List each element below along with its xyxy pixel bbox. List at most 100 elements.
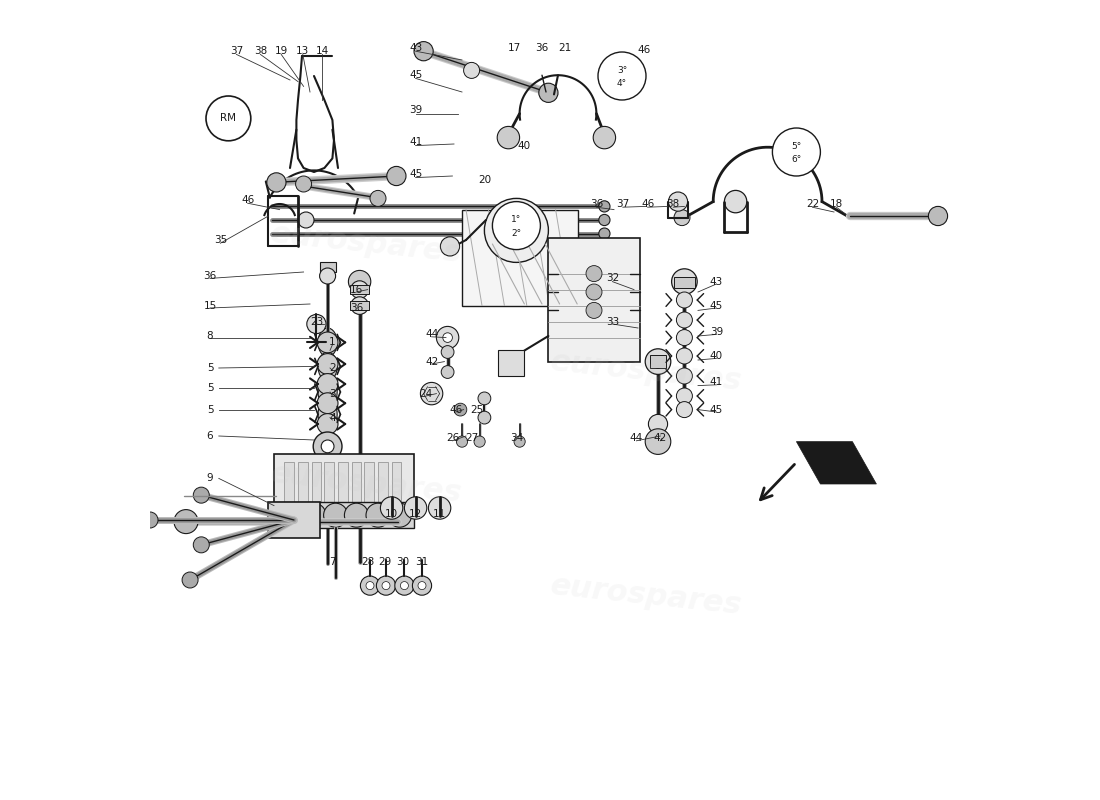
Circle shape xyxy=(598,52,646,100)
Text: 30: 30 xyxy=(396,557,409,566)
Circle shape xyxy=(570,275,583,288)
Text: 23: 23 xyxy=(310,317,323,326)
Circle shape xyxy=(387,503,411,527)
Bar xyxy=(498,350,524,376)
Bar xyxy=(311,462,321,506)
Text: 18: 18 xyxy=(829,199,843,209)
Circle shape xyxy=(676,402,692,418)
Circle shape xyxy=(267,173,286,192)
Circle shape xyxy=(593,126,616,149)
Bar xyxy=(364,462,374,506)
Text: 11: 11 xyxy=(433,509,447,518)
Circle shape xyxy=(280,503,305,527)
Circle shape xyxy=(570,290,583,302)
Circle shape xyxy=(296,176,311,192)
Circle shape xyxy=(493,202,540,250)
Text: 22: 22 xyxy=(806,199,820,209)
Circle shape xyxy=(474,436,485,447)
Bar xyxy=(324,462,334,506)
Bar xyxy=(274,502,414,528)
Text: 42: 42 xyxy=(425,357,438,366)
Circle shape xyxy=(321,440,334,453)
Text: 1: 1 xyxy=(329,338,336,347)
Circle shape xyxy=(570,299,583,312)
Text: 46: 46 xyxy=(638,45,651,54)
Circle shape xyxy=(598,228,611,239)
Text: 36: 36 xyxy=(590,199,603,209)
Circle shape xyxy=(395,576,414,595)
Bar xyxy=(352,462,361,506)
Text: 43: 43 xyxy=(409,43,422,53)
Circle shape xyxy=(437,326,459,349)
Circle shape xyxy=(586,266,602,282)
Circle shape xyxy=(676,312,692,328)
Circle shape xyxy=(387,166,406,186)
Circle shape xyxy=(669,192,688,211)
Text: 29: 29 xyxy=(378,557,392,566)
Circle shape xyxy=(314,432,342,461)
Circle shape xyxy=(463,62,480,78)
Text: 45: 45 xyxy=(710,405,723,414)
Circle shape xyxy=(441,366,454,378)
Text: 7: 7 xyxy=(329,557,336,566)
Circle shape xyxy=(725,190,747,213)
Bar xyxy=(650,355,666,368)
Text: 9: 9 xyxy=(207,474,213,483)
Circle shape xyxy=(646,349,671,374)
Text: 43: 43 xyxy=(710,277,723,286)
Text: 38: 38 xyxy=(667,199,680,209)
Circle shape xyxy=(598,201,611,212)
Text: 3: 3 xyxy=(329,389,336,398)
Bar xyxy=(462,210,578,306)
Circle shape xyxy=(497,126,519,149)
Text: 33: 33 xyxy=(606,317,619,326)
Text: 4°: 4° xyxy=(617,79,627,89)
Text: 21: 21 xyxy=(559,43,572,53)
Circle shape xyxy=(361,576,379,595)
Circle shape xyxy=(676,368,692,384)
Text: 1°: 1° xyxy=(512,215,521,225)
Circle shape xyxy=(376,576,396,595)
Text: 8: 8 xyxy=(207,331,213,341)
Text: 36: 36 xyxy=(350,303,363,313)
Bar xyxy=(320,262,336,272)
Text: 12: 12 xyxy=(409,509,422,518)
Text: 16: 16 xyxy=(350,285,363,294)
Circle shape xyxy=(366,582,374,590)
Bar xyxy=(298,462,308,506)
Circle shape xyxy=(414,42,433,61)
Circle shape xyxy=(142,512,158,528)
Circle shape xyxy=(194,487,209,503)
Circle shape xyxy=(674,210,690,226)
Circle shape xyxy=(298,212,314,228)
Text: 15: 15 xyxy=(204,301,217,310)
Text: 10: 10 xyxy=(385,509,398,518)
Text: 5: 5 xyxy=(207,383,213,393)
Text: 6: 6 xyxy=(207,431,213,441)
Text: 26: 26 xyxy=(446,434,459,443)
Polygon shape xyxy=(318,352,338,381)
Text: 25: 25 xyxy=(470,405,483,414)
Circle shape xyxy=(428,497,451,519)
Circle shape xyxy=(672,269,697,294)
Text: eurospares: eurospares xyxy=(549,347,744,397)
Text: 45: 45 xyxy=(710,301,723,310)
Text: 46: 46 xyxy=(641,199,654,209)
Circle shape xyxy=(772,128,821,176)
Circle shape xyxy=(646,429,671,454)
Circle shape xyxy=(382,582,390,590)
Circle shape xyxy=(412,576,431,595)
Text: 46: 46 xyxy=(241,195,254,205)
Bar xyxy=(268,502,320,538)
Circle shape xyxy=(928,206,947,226)
Circle shape xyxy=(317,414,338,434)
Text: 3°: 3° xyxy=(617,66,627,75)
Circle shape xyxy=(174,510,198,534)
Text: 41: 41 xyxy=(409,138,422,147)
Circle shape xyxy=(206,96,251,141)
Bar xyxy=(350,285,370,294)
Text: 37: 37 xyxy=(230,46,243,56)
Text: 34: 34 xyxy=(509,434,522,443)
Text: 41: 41 xyxy=(710,378,723,387)
Text: 19: 19 xyxy=(275,46,288,56)
